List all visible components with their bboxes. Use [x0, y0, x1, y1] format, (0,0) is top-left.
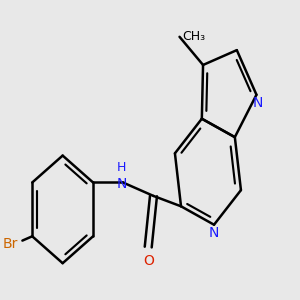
Text: CH₃: CH₃ [182, 30, 206, 43]
Text: N: N [209, 226, 219, 240]
Text: H: H [117, 161, 126, 174]
Text: O: O [143, 254, 154, 268]
Text: N: N [116, 177, 127, 191]
Text: Br: Br [3, 237, 18, 251]
Text: N: N [253, 96, 263, 110]
